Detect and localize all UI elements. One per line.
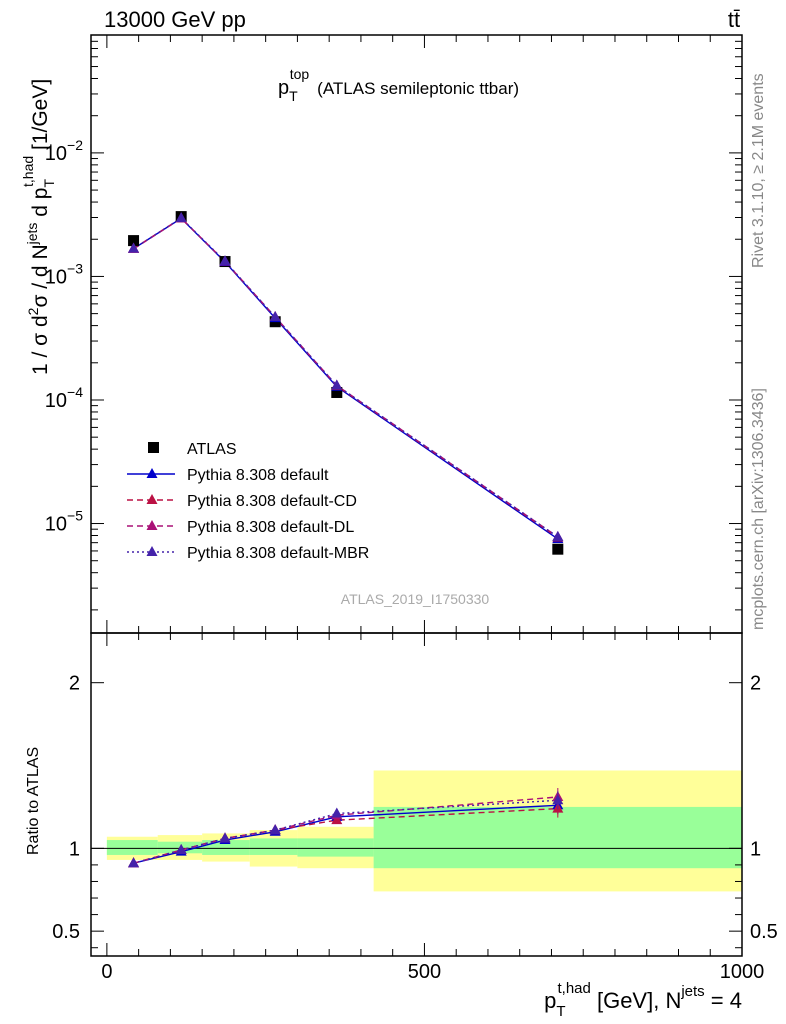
- xlabel-b: [GeV], N: [591, 988, 681, 1013]
- ratio-point-pythia-8-308-default-mbr: [331, 807, 343, 818]
- ylabel-b: σ / d N: [29, 244, 52, 307]
- tick-exponent: −3: [67, 260, 83, 276]
- x-tick-label: 500: [408, 961, 441, 983]
- xlabel-sup-jets: jets: [680, 983, 704, 1000]
- main-y-tick-label: 10−5: [45, 508, 83, 536]
- tick-exponent: −2: [67, 137, 83, 153]
- ratio-y-tick-label-left: 0.5: [52, 921, 80, 943]
- ratio-bands: [106, 770, 742, 892]
- ratio-line-pythia-8-308-default: [133, 804, 558, 864]
- xlabel-p: p: [544, 988, 556, 1013]
- rivet-label: Rivet 3.1.10, ≥ 2.1M events: [750, 73, 767, 268]
- ratio-y-tick-label-right: 1: [750, 838, 761, 860]
- ratio-line-pythia-8-308-default-mbr: [133, 799, 558, 864]
- title-sub: T: [289, 88, 298, 104]
- ylabel-c: d p: [29, 188, 52, 223]
- ratio-y-tick-label-left: 1: [69, 838, 80, 860]
- ratio-band-green: [106, 840, 158, 855]
- ylabel-sub-T: T: [41, 179, 57, 188]
- point-pythia-8-308-default-mbr: [552, 530, 564, 541]
- point-pythia-8-308-default-mbr: [219, 255, 231, 266]
- title-sup: top: [290, 66, 310, 82]
- point-pythia-8-308-default-mbr: [175, 212, 187, 223]
- ratio-y-tick-labels: 0.5 0.5 1 1 2 2: [52, 673, 778, 943]
- tick-mantissa: 10: [45, 143, 67, 165]
- x-tick-label: 1000: [720, 961, 765, 983]
- main-series-markers: [128, 211, 564, 555]
- main-y-tick-labels: 10−210−310−410−5: [45, 137, 83, 536]
- ylabel-a: 1 / σ d: [29, 315, 52, 375]
- ratio-band-green: [202, 840, 250, 855]
- ratio-point-pythia-8-308-default-mbr: [269, 824, 281, 835]
- x-tick-label: 0: [101, 961, 112, 983]
- ratio-panel: 0.5 0.5 1 1 2 2 0 500 1000 Ratio to ATLAS pTt,h…: [25, 632, 778, 1020]
- legend-marker-pythia-8-308-default: [146, 468, 158, 478]
- legend-label-pythia-8-308-default-mbr: Pythia 8.308 default-MBR: [187, 545, 369, 562]
- legend-marker-pythia-8-308-default-dl: [146, 520, 158, 530]
- energy-label: 13000 GeV pp: [104, 7, 246, 32]
- point-atlas: [128, 235, 140, 247]
- main-y-tick-label: 10−2: [45, 137, 83, 165]
- title-p: p: [278, 77, 289, 99]
- ratio-frame: [90, 632, 743, 957]
- tick-mantissa: 10: [45, 514, 67, 536]
- ylabel-sup-jets: jets: [24, 223, 40, 246]
- xlabel-sub-T: T: [556, 1003, 565, 1020]
- main-axis-ticks: [91, 34, 743, 633]
- watermark: ATLAS_2019_I1750330: [341, 591, 490, 607]
- ratio-y-tick-label-right: 2: [750, 673, 761, 695]
- legend-marker-pythia-8-308-default-cd: [146, 494, 158, 504]
- legend-label-pythia-8-308-default-dl: Pythia 8.308 default-DL: [187, 519, 354, 536]
- point-pythia-8-308-default-mbr: [269, 310, 281, 321]
- legend-label-pythia-8-308-default-cd: Pythia 8.308 default-CD: [187, 493, 357, 510]
- point-pythia-8-308-default-mbr: [128, 242, 140, 253]
- ratio-band-green: [249, 838, 298, 855]
- main-panel: 10−210−310−410−5 pTtop(ATLAS semileptoni…: [20, 34, 743, 634]
- ratio-band-green: [297, 838, 374, 857]
- ratio-point-pythia-8-308-default-mbr: [175, 843, 187, 854]
- ylabel-d: [1/GeV]: [29, 79, 52, 156]
- point-pythia-8-308-default-mbr: [331, 379, 343, 390]
- tick-exponent: −5: [67, 508, 83, 524]
- main-frame: [90, 34, 743, 634]
- ratio-y-tick-label-left: 2: [69, 673, 80, 695]
- line-pythia-8-308-default-mbr: [133, 217, 559, 538]
- point-atlas: [331, 386, 343, 398]
- tick-exponent: −4: [67, 384, 83, 400]
- ratio-point-pythia-8-308-default-mbr: [552, 794, 564, 805]
- ratio-x-tick-labels: 0 500 1000: [101, 961, 764, 983]
- legend-label-pythia-8-308-default: Pythia 8.308 default: [187, 467, 329, 484]
- tick-mantissa: 10: [45, 266, 67, 288]
- ylabel-sup2: 2: [25, 307, 41, 315]
- line-pythia-8-308-default: [133, 217, 559, 540]
- point-atlas: [552, 543, 564, 555]
- ratio-point-pythia-8-308-default-mbr: [128, 857, 140, 868]
- line-pythia-8-308-default-dl: [133, 217, 559, 538]
- main-y-label: 1 / σ d2σ / d Njets d pTt,had [1/GeV]: [20, 79, 57, 375]
- ratio-series-markers: [128, 787, 564, 868]
- legend: ATLAS Pythia 8.308 default Pythia 8.308 de…: [127, 441, 369, 562]
- ratio-point-pythia-8-308-default-mbr: [219, 832, 231, 843]
- main-series-lines: [133, 217, 559, 540]
- process-label: tt̄: [728, 7, 740, 32]
- x-axis-label: pTt,had [GeV], Njets = 4: [544, 980, 742, 1020]
- line-pythia-8-308-default-cd: [133, 217, 559, 539]
- plot-title: pTtop (ATLAS semileptonic ttbar): [278, 66, 519, 104]
- ratio-y-label: Ratio to ATLAS: [25, 747, 42, 855]
- mcplots-label: mcplots.cern.ch [arXiv:1306.3436]: [750, 388, 767, 630]
- main-y-tick-label: 10−4: [45, 384, 83, 412]
- xlabel-sup-had: t,had: [557, 980, 590, 997]
- legend-marker-pythia-8-308-default-mbr: [146, 546, 158, 556]
- legend-label-atlas: ATLAS: [187, 441, 237, 458]
- legend-marker-atlas: [148, 442, 159, 453]
- ratio-y-tick-label-right: 0.5: [750, 921, 778, 943]
- title-rest: (ATLAS semileptonic ttbar): [317, 79, 519, 98]
- xlabel-c: = 4: [705, 988, 742, 1013]
- tick-mantissa: 10: [45, 390, 67, 412]
- ratio-axis-ticks: [91, 633, 743, 956]
- ylabel-sup-had: t,had: [20, 156, 36, 187]
- ratio-series-lines: [133, 796, 558, 864]
- main-y-tick-label: 10−3: [45, 260, 83, 288]
